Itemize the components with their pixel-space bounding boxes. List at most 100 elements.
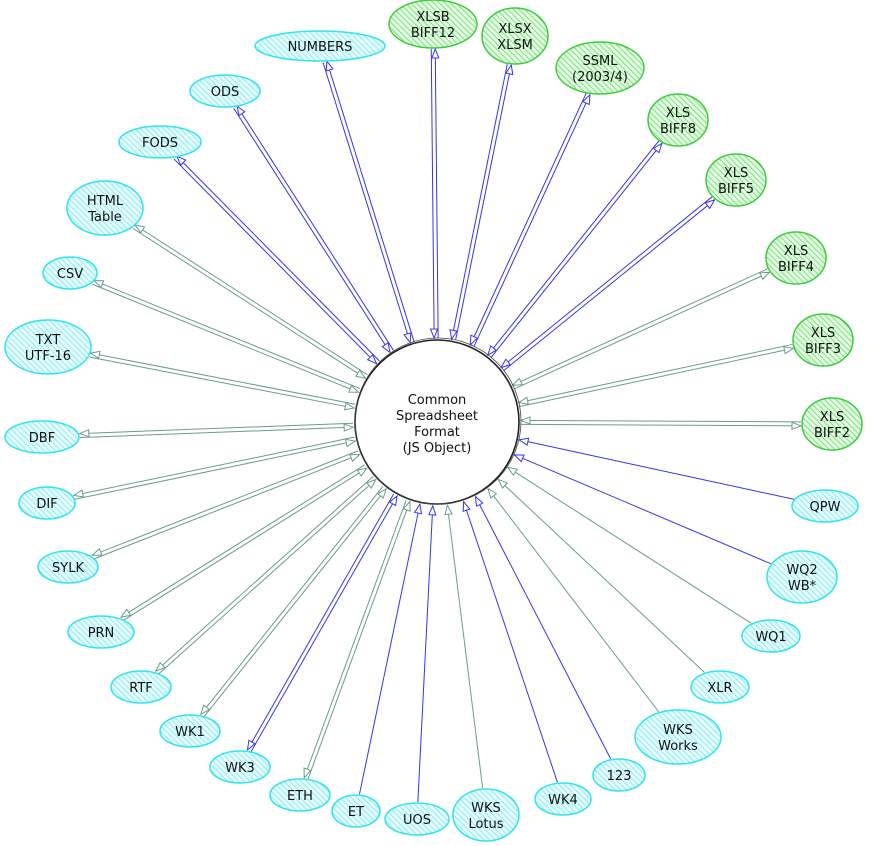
node-shape [254, 30, 386, 62]
arrowhead-icon [582, 93, 591, 106]
edge-line [512, 268, 768, 386]
node-shape [110, 670, 172, 704]
node-shape [4, 420, 80, 454]
node-ods: ODS [189, 74, 261, 108]
arrowhead-icon [199, 704, 211, 716]
arrowhead-icon [402, 500, 411, 512]
node-label: SYLK [52, 561, 84, 576]
node-ssml-20034: SSML(2003/4) [555, 41, 645, 95]
arrowhead-icon [92, 280, 105, 289]
arrowhead-icon [511, 377, 523, 386]
arrowhead-icon [91, 547, 103, 556]
node-label: CSV [57, 267, 83, 282]
edge-line [307, 501, 411, 780]
edge-line [359, 504, 421, 795]
node-shape [791, 489, 859, 523]
node-shape [765, 231, 827, 285]
edge-xls-biff3 [517, 343, 795, 407]
arrowhead-icon [444, 503, 453, 516]
edge-txt-utf-16 [89, 350, 356, 411]
node-label: XLS [724, 166, 748, 181]
edge-wq2-wb [513, 454, 771, 565]
edge-line [92, 450, 359, 556]
edge-line [79, 422, 354, 435]
arrowhead-icon [474, 495, 484, 508]
node-shape [18, 486, 76, 520]
edge-123 [474, 495, 612, 760]
node-shape [159, 714, 221, 748]
node-label: Lotus [468, 817, 503, 832]
arrowhead-icon [431, 47, 440, 59]
edge-eth [303, 499, 411, 780]
node-label: FODS [142, 136, 178, 151]
edge-xls-biff5 [499, 196, 716, 372]
arrowhead-icon [355, 369, 367, 379]
node-shape [647, 93, 709, 147]
arrowhead-icon [791, 421, 803, 431]
arrowhead-icon [381, 342, 391, 354]
edge-fods [173, 155, 380, 365]
edge-line [451, 64, 508, 340]
edge-xls-biff4 [511, 268, 771, 390]
node-label: XLSM [497, 38, 533, 53]
node-label: BIFF2 [814, 426, 850, 441]
edge-line [155, 476, 374, 672]
edge-line [173, 158, 377, 365]
node-numbers: NUMBERS [254, 30, 386, 62]
edge-dbf [78, 422, 355, 439]
arrowhead-icon [704, 199, 716, 210]
arrowhead-icon [758, 271, 771, 281]
edge-line [463, 501, 558, 783]
edge-line [520, 423, 801, 427]
edge-xlr [497, 478, 705, 673]
node-shape [634, 709, 722, 765]
arrowhead-icon [487, 487, 498, 499]
node-label: XLSX [498, 22, 531, 37]
edge-line [497, 479, 705, 673]
arrowhead-icon [343, 423, 355, 432]
center-label-line: (JS Object) [403, 441, 472, 456]
edge-line [200, 486, 384, 715]
node-label: DIF [36, 497, 57, 512]
edge-wk4 [462, 500, 558, 783]
arrowhead-icon [486, 345, 498, 357]
node-fods: FODS [118, 125, 202, 159]
arrowhead-icon [462, 500, 471, 513]
node-dbf: DBF [4, 420, 80, 454]
edge-xlsx-xlsm [449, 63, 514, 341]
center-node-common-spreadsheet-format: Common Spreadsheet Format (JS Object) [354, 337, 522, 505]
node-label: BIFF5 [718, 182, 754, 197]
node-label: SSML [583, 54, 619, 69]
edge-line [473, 94, 591, 347]
edge-line [446, 505, 484, 789]
edge-ssml-20034 [469, 92, 591, 347]
node-shape [118, 125, 202, 159]
node-et: ET [331, 794, 381, 828]
edge-line [120, 464, 365, 618]
edge-line [90, 352, 355, 405]
arrowhead-icon [366, 353, 378, 365]
node-label: WB* [788, 579, 817, 594]
edge-line [434, 48, 439, 338]
center-label-line: Common [408, 393, 467, 408]
edge-line [326, 61, 415, 342]
edge-line [487, 488, 660, 713]
node-label: XLSB [416, 10, 449, 25]
arrowhead-icon [517, 437, 530, 446]
node-shape [189, 74, 261, 108]
arrowhead-icon [428, 504, 437, 516]
arrowhead-icon [449, 329, 458, 341]
arrowhead-icon [154, 661, 166, 673]
edge-line [507, 466, 752, 624]
edge-line [134, 224, 368, 376]
arrowhead-icon [344, 438, 357, 448]
node-shape [37, 550, 99, 584]
